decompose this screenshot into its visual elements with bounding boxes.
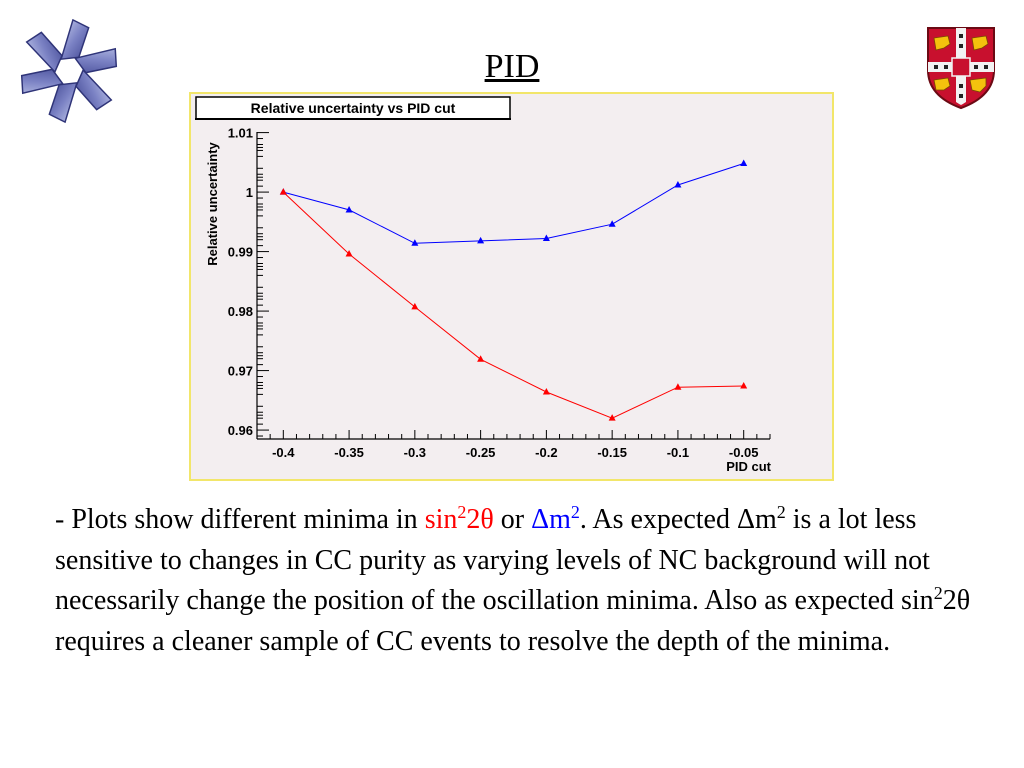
text-part: is a lot less sensitive to changes in CC… (55, 504, 934, 616)
delta-m-label: Δm (531, 504, 571, 535)
point-blue (674, 180, 682, 188)
y-tick-label: 0.97 (228, 364, 253, 379)
chart: Relative uncertainty vs PID cut -0.4 -0.3… (195, 96, 772, 474)
x-tick-label: -0.15 (597, 445, 627, 460)
point-red (674, 383, 682, 390)
slide-title: PID (484, 48, 540, 85)
point-red (740, 382, 748, 389)
theta-label: 2θ (466, 504, 494, 535)
x-tick-label: -0.1 (667, 445, 689, 460)
point-red (542, 387, 550, 395)
series-line-red (282, 191, 744, 419)
chart-axes (256, 132, 771, 440)
point-blue (477, 236, 485, 244)
y-tick-label: 0.99 (228, 245, 253, 260)
chart-title: Relative uncertainty vs PID cut (251, 100, 456, 116)
point-red (279, 188, 287, 195)
text-part: . As expected Δm (579, 504, 777, 535)
text-part: or (493, 504, 532, 535)
point-blue (411, 239, 419, 246)
y-tick-labels: 0.96 0.97 0.98 0.99 1 1.01 (228, 126, 253, 438)
university-coat-of-arms-icon (927, 27, 995, 110)
y-tick-label: 1.01 (228, 126, 253, 141)
delta-m-superscript: 2 (570, 502, 580, 522)
y-tick-label: 0.98 (228, 304, 253, 319)
point-blue (345, 205, 353, 213)
sin-term: sin22θ (424, 502, 494, 535)
y-tick-label: 1 (246, 185, 253, 200)
delta-m-term: Δm2 (531, 502, 580, 535)
superscript: 2 (776, 502, 786, 522)
point-red (411, 302, 419, 310)
point-red (345, 249, 353, 257)
text-part: - Plots show different minima in (55, 504, 425, 535)
x-tick-label: -0.35 (334, 445, 364, 460)
x-axis-label: PID cut (726, 459, 771, 474)
sin-label: sin (424, 504, 458, 535)
x-tick-labels: -0.4 -0.35 -0.3 -0.25 -0.2 -0.15 -0.1 -0.05 (272, 445, 758, 460)
x-tick-label: -0.3 (404, 445, 426, 460)
body-paragraph: - Plots show different minima in sin22θ … (55, 500, 975, 662)
x-tick-label: -0.25 (466, 445, 496, 460)
x-tick-label: -0.05 (729, 445, 759, 460)
point-red (608, 414, 616, 421)
sin-superscript: 2 (457, 502, 467, 522)
chart-title-box: Relative uncertainty vs PID cut (195, 96, 511, 120)
series-line-blue (283, 163, 744, 244)
x-tick-label: -0.2 (535, 445, 557, 460)
point-red (477, 355, 485, 362)
chart-frame: Relative uncertainty vs PID cut -0.4 -0.3… (189, 92, 834, 481)
point-blue (542, 234, 550, 241)
point-blue (740, 159, 748, 167)
x-tick-label: -0.4 (272, 445, 295, 460)
y-tick-label: 0.96 (228, 423, 253, 438)
series-layer (279, 159, 748, 421)
point-blue (608, 220, 616, 227)
superscript: 2 (933, 583, 943, 603)
text-part: 2θ requires a cleaner sample of CC event… (55, 585, 971, 657)
y-axis-label: Relative uncertainty (205, 141, 220, 265)
star-of-life-logo-icon (20, 18, 118, 124)
